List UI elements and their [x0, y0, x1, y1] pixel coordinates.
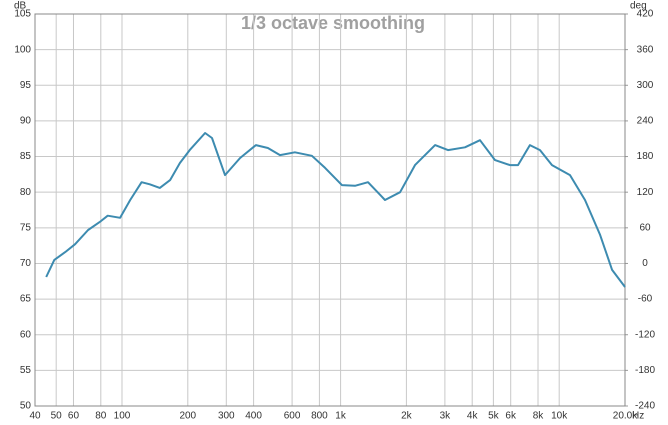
x-tick-label: 100 [114, 411, 131, 422]
x-tick-label: 3k [440, 411, 452, 422]
x-tick-label: 20.0k [613, 411, 638, 422]
chart-title: 1/3 octave smoothing [241, 13, 425, 33]
x-tick-label: 6k [505, 411, 517, 422]
x-tick-label: 300 [218, 411, 235, 422]
plot-border [34, 13, 626, 407]
y-tick-label: 100 [14, 44, 31, 55]
x-tick-label: 10k [551, 411, 568, 422]
x-tick-label: 2k [401, 411, 413, 422]
y-tick-label: 65 [20, 294, 32, 305]
y-tick-label: 85 [20, 151, 32, 162]
x-tick-label: 40 [29, 411, 41, 422]
x-tick-label: 1k [335, 411, 347, 422]
y-tick-label: 75 [20, 222, 32, 233]
y2-tick-label: -60 [638, 294, 653, 305]
x-tick-label: 60 [68, 411, 80, 422]
y-tick-label: 55 [20, 365, 32, 376]
x-axis-label: Hz [632, 411, 644, 422]
x-tick-label: 4k [467, 411, 479, 422]
y2-tick-label: -120 [635, 329, 655, 340]
y-tick-label: 50 [20, 401, 32, 412]
x-tick-label: 200 [179, 411, 196, 422]
x-tick-label: 80 [95, 411, 107, 422]
x-tick-label: 8k [533, 411, 545, 422]
y2-tick-label: 420 [637, 9, 654, 20]
y-tick-label: 70 [20, 258, 32, 269]
y2-tick-label: 240 [637, 116, 654, 127]
y-axis-label: dB [14, 1, 27, 12]
x-tick-label: 600 [284, 411, 301, 422]
y2-tick-label: 180 [637, 151, 654, 162]
x-tick-label: 5k [488, 411, 500, 422]
y-tick-label: 60 [20, 329, 32, 340]
y-tick-label: 105 [14, 9, 31, 20]
series-line [45, 132, 626, 288]
y2-tick-label: -240 [635, 401, 655, 412]
y2-tick-label: -180 [635, 365, 655, 376]
y-tick-label: 90 [20, 116, 32, 127]
y2-tick-label: 60 [639, 222, 651, 233]
y-tick-label: 80 [20, 187, 32, 198]
x-tick-label: 800 [311, 411, 328, 422]
y2-tick-label: 120 [637, 187, 654, 198]
y-tick-label: 95 [20, 80, 32, 91]
y2-tick-label: 300 [637, 80, 654, 91]
y2-axis-label: deg [630, 1, 647, 12]
y2-tick-label: 360 [637, 44, 654, 55]
x-tick-label: 50 [51, 411, 63, 422]
y2-tick-label: 0 [642, 258, 648, 269]
x-tick-label: 400 [245, 411, 262, 422]
